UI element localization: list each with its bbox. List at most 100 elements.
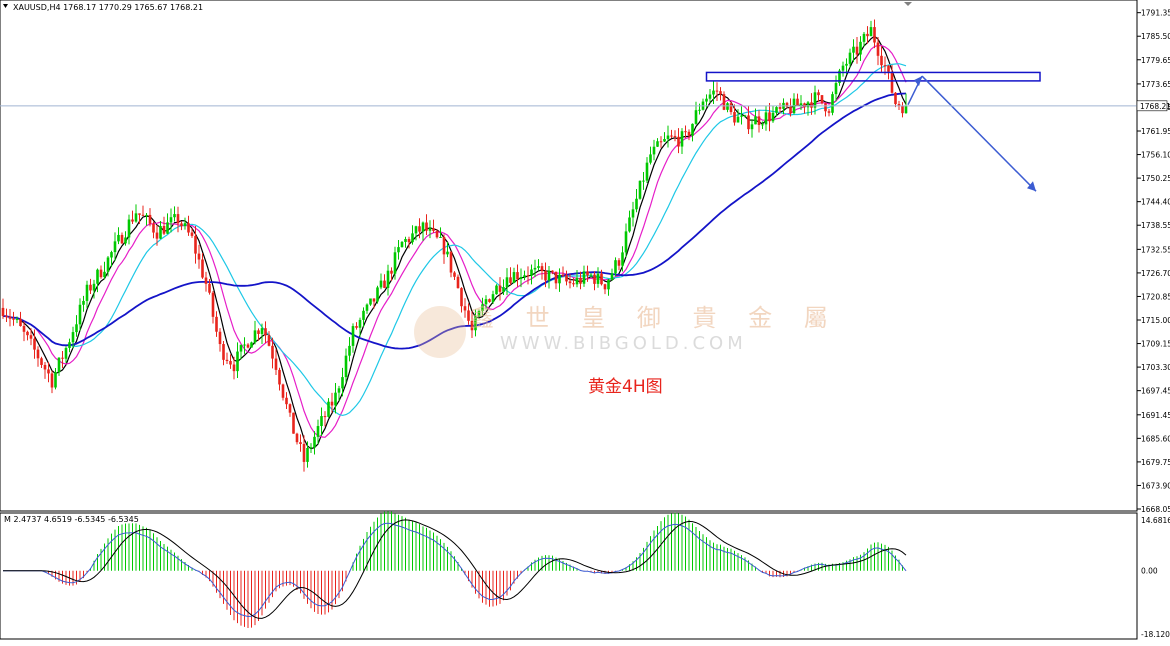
candle[interactable] bbox=[848, 48, 852, 68]
candle[interactable] bbox=[124, 231, 127, 246]
candle[interactable] bbox=[113, 232, 117, 262]
candle[interactable] bbox=[810, 93, 813, 115]
candle[interactable] bbox=[358, 317, 362, 337]
candle[interactable] bbox=[5, 308, 8, 322]
candle[interactable] bbox=[789, 98, 792, 117]
candle[interactable] bbox=[624, 223, 628, 258]
candle[interactable] bbox=[582, 265, 586, 287]
candle[interactable] bbox=[600, 269, 603, 286]
candle[interactable] bbox=[666, 125, 670, 148]
candle[interactable] bbox=[155, 224, 159, 246]
candle[interactable] bbox=[554, 271, 558, 290]
candle[interactable] bbox=[372, 298, 376, 309]
candle[interactable] bbox=[558, 268, 561, 292]
candle[interactable] bbox=[740, 106, 743, 125]
candle[interactable] bbox=[355, 322, 358, 330]
candle[interactable] bbox=[495, 284, 498, 295]
candle[interactable] bbox=[754, 108, 757, 125]
candle[interactable] bbox=[831, 91, 834, 116]
candle[interactable] bbox=[628, 210, 631, 233]
candle[interactable] bbox=[239, 344, 243, 360]
candle[interactable] bbox=[211, 291, 215, 324]
candle[interactable] bbox=[337, 385, 341, 401]
candle[interactable] bbox=[589, 272, 593, 278]
candle[interactable] bbox=[428, 220, 432, 239]
candle[interactable] bbox=[435, 229, 439, 239]
candle[interactable] bbox=[92, 279, 96, 299]
candle[interactable] bbox=[659, 136, 663, 148]
candle[interactable] bbox=[43, 362, 47, 379]
candle[interactable] bbox=[649, 146, 652, 165]
candle[interactable] bbox=[869, 20, 873, 37]
candle[interactable] bbox=[463, 298, 467, 318]
candle[interactable] bbox=[278, 367, 281, 391]
candle[interactable] bbox=[54, 367, 57, 390]
candle[interactable] bbox=[159, 220, 162, 239]
candle[interactable] bbox=[36, 346, 40, 367]
candle[interactable] bbox=[817, 89, 820, 102]
candle[interactable] bbox=[302, 435, 306, 472]
candle[interactable] bbox=[334, 383, 337, 414]
candle[interactable] bbox=[876, 36, 880, 66]
candle[interactable] bbox=[127, 214, 131, 245]
candle[interactable] bbox=[446, 242, 449, 258]
candle[interactable] bbox=[449, 251, 453, 278]
candle[interactable] bbox=[512, 267, 516, 284]
candle[interactable] bbox=[796, 93, 799, 106]
arrow-down-line[interactable] bbox=[921, 75, 1037, 192]
candle[interactable] bbox=[264, 321, 267, 344]
candle[interactable] bbox=[243, 337, 246, 354]
candle[interactable] bbox=[813, 85, 817, 115]
candle[interactable] bbox=[551, 270, 554, 275]
candle[interactable] bbox=[369, 298, 372, 306]
candle[interactable] bbox=[806, 101, 810, 116]
candle[interactable] bbox=[778, 102, 782, 114]
candle[interactable] bbox=[719, 87, 722, 101]
candle[interactable] bbox=[775, 105, 778, 117]
candle[interactable] bbox=[439, 227, 442, 238]
candle[interactable] bbox=[407, 236, 411, 249]
candle[interactable] bbox=[530, 264, 533, 285]
candle[interactable] bbox=[313, 431, 316, 455]
candle[interactable] bbox=[687, 129, 691, 141]
candle[interactable] bbox=[64, 346, 68, 363]
candle[interactable] bbox=[670, 129, 673, 139]
candle[interactable] bbox=[680, 128, 684, 155]
candle[interactable] bbox=[341, 367, 344, 397]
candle[interactable] bbox=[176, 206, 180, 233]
candle[interactable] bbox=[187, 215, 190, 236]
candle[interactable] bbox=[393, 246, 397, 280]
candle[interactable] bbox=[323, 411, 327, 427]
candle[interactable] bbox=[593, 271, 596, 291]
candle[interactable] bbox=[26, 330, 29, 341]
candle[interactable] bbox=[208, 278, 211, 295]
candle[interactable] bbox=[481, 297, 484, 316]
candle[interactable] bbox=[526, 266, 530, 285]
candle[interactable] bbox=[785, 101, 789, 109]
candle[interactable] bbox=[614, 257, 617, 277]
candle[interactable] bbox=[617, 258, 621, 271]
candle[interactable] bbox=[596, 267, 600, 288]
candle[interactable] bbox=[131, 210, 134, 224]
candle[interactable] bbox=[866, 26, 869, 44]
candle[interactable] bbox=[586, 265, 589, 282]
candle[interactable] bbox=[764, 105, 768, 131]
candle[interactable] bbox=[631, 201, 635, 227]
candle[interactable] bbox=[638, 180, 642, 200]
candle[interactable] bbox=[145, 213, 148, 226]
candle[interactable] bbox=[40, 356, 43, 368]
candle[interactable] bbox=[890, 64, 894, 94]
candle[interactable] bbox=[215, 311, 218, 337]
candle[interactable] bbox=[484, 295, 488, 310]
candle[interactable] bbox=[75, 315, 78, 337]
candle[interactable] bbox=[404, 236, 407, 248]
candle[interactable] bbox=[204, 271, 208, 292]
candle[interactable] bbox=[652, 139, 656, 161]
candle[interactable] bbox=[299, 434, 302, 452]
candle[interactable] bbox=[222, 341, 225, 366]
candle[interactable] bbox=[274, 349, 278, 376]
candle[interactable] bbox=[771, 105, 775, 123]
candle[interactable] bbox=[537, 259, 540, 271]
candle[interactable] bbox=[15, 316, 19, 324]
candle[interactable] bbox=[474, 309, 477, 337]
